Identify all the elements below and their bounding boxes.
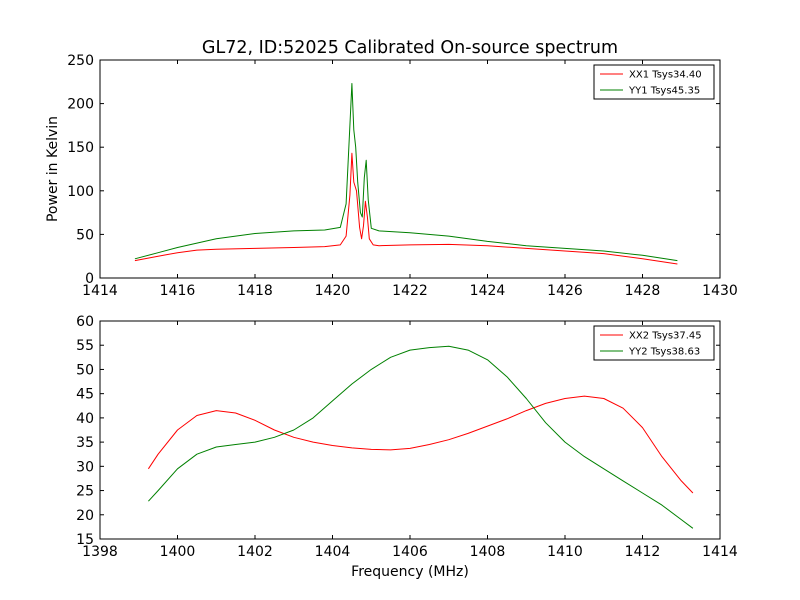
top-x-tick-label: 1414 — [82, 283, 118, 299]
bottom-series-line-1 — [147, 395, 694, 494]
bottom-x-tick-label: 1414 — [702, 544, 738, 560]
bottom-plot-frame — [99, 320, 721, 540]
bottom-legend-box — [593, 325, 715, 361]
top-y-tick-label: 250 — [67, 53, 94, 69]
legend-label-yy2: YY2 Tsys38.63 — [628, 347, 700, 358]
bottom-x-tick-label: 1410 — [547, 544, 583, 560]
top-y-tick-label: 200 — [67, 97, 94, 113]
top-x-tick-label: 1426 — [547, 283, 583, 299]
bottom-y-tick-label: 55 — [76, 338, 94, 354]
top-x-tick-label: 1418 — [237, 283, 273, 299]
top-x-tick-label: 1420 — [315, 283, 351, 299]
bottom-y-tick-label: 40 — [76, 411, 94, 427]
top-y-tick-label: 0 — [85, 271, 94, 287]
bottom-series-line-2 — [148, 345, 694, 529]
top-plot: GL72, ID:52025 Calibrated On-source spec… — [45, 38, 738, 299]
top-y-tick-label: 50 — [76, 227, 94, 243]
bottom-legend: XX2 Tsys37.45 YY2 Tsys38.63 — [593, 325, 715, 361]
bottom-y-tick-label: 50 — [76, 362, 94, 378]
x-axis-label: Frequency (MHz) — [351, 564, 469, 580]
bottom-x-tick-label: 1402 — [237, 544, 273, 560]
top-x-tick-label: 1424 — [470, 283, 506, 299]
chart-title: GL72, ID:52025 Calibrated On-source spec… — [202, 38, 618, 58]
bottom-plot: Frequency (MHz) 1398 1400 1402 1404 1406 1408… — [76, 314, 738, 580]
bottom-series-layer — [147, 345, 694, 529]
top-series-line-2 — [134, 83, 678, 262]
top-x-tick-label: 1416 — [160, 283, 196, 299]
top-tick-layer: 1414 1416 1418 1420 1422 1424 1426 1428 1430 0 50 1… — [67, 53, 738, 299]
bottom-y-tick-label: 20 — [76, 508, 94, 524]
top-y-tick-label: 100 — [67, 184, 94, 200]
bottom-y-tick-label: 60 — [76, 314, 94, 330]
bottom-x-tick-label: 1400 — [160, 544, 196, 560]
top-legend: XX1 Tsys34.40 YY1 Tsys45.35 — [593, 64, 715, 100]
bottom-tick-layer: 1398 1400 1402 1404 1406 1408 1410 1412 1414 15 20… — [76, 314, 738, 560]
top-x-tick-label: 1430 — [702, 283, 738, 299]
top-y-tick-label: 150 — [67, 140, 94, 156]
legend-label-xx2: XX2 Tsys37.45 — [629, 331, 702, 342]
bottom-x-tick-label: 1404 — [315, 544, 351, 560]
bottom-x-tick-label: 1406 — [392, 544, 428, 560]
bottom-x-tick-label: 1398 — [82, 544, 118, 560]
top-plot-frame — [99, 59, 721, 279]
bottom-y-tick-label: 45 — [76, 387, 94, 403]
bottom-x-tick-label: 1412 — [625, 544, 661, 560]
bottom-y-tick-label: 30 — [76, 459, 94, 475]
top-legend-box — [593, 64, 715, 100]
bottom-y-tick-label: 25 — [76, 484, 94, 500]
bottom-y-tick-label: 15 — [76, 532, 94, 548]
legend-label-xx1: XX1 Tsys34.40 — [629, 70, 702, 81]
legend-label-yy1: YY1 Tsys45.35 — [628, 86, 700, 97]
y-axis-label: Power in Kelvin — [45, 116, 61, 222]
bottom-y-tick-label: 35 — [76, 435, 94, 451]
top-series-layer — [134, 83, 678, 265]
top-series-line-1 — [134, 152, 678, 265]
bottom-x-tick-label: 1408 — [470, 544, 506, 560]
top-x-tick-label: 1422 — [392, 283, 428, 299]
top-x-tick-label: 1428 — [625, 283, 661, 299]
